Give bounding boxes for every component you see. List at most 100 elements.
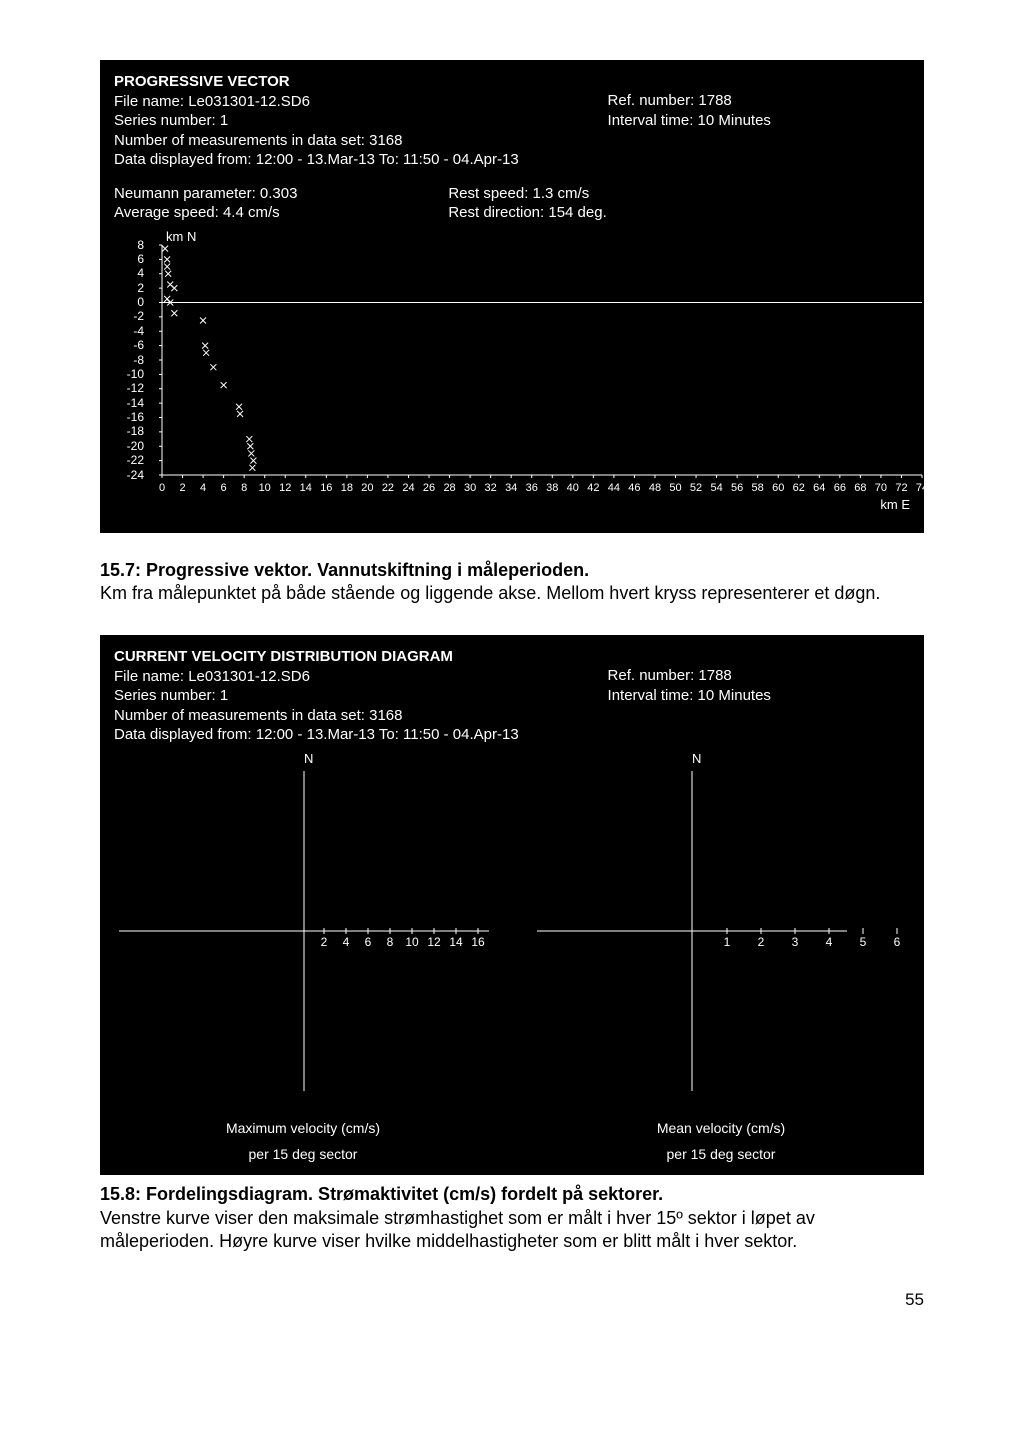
y-tick: -6 — [118, 338, 144, 354]
polar-tick: 10 — [405, 935, 418, 951]
y-tick: 4 — [118, 266, 144, 282]
x-tick: 50 — [669, 481, 681, 495]
vd-ref: Ref. number: 1788 — [608, 666, 910, 686]
vd-ref: Interval time: 10 Minutes — [608, 686, 910, 706]
polar-sub: per 15 deg sector — [114, 1145, 492, 1163]
x-tick: 38 — [546, 481, 558, 495]
polar-tick: 1 — [724, 935, 731, 951]
x-tick: 26 — [423, 481, 435, 495]
pv-param: Rest direction: 154 deg. — [448, 203, 910, 223]
x-tick: 6 — [221, 481, 227, 495]
y-tick: -2 — [118, 309, 144, 325]
x-tick: 16 — [320, 481, 332, 495]
pv-param: Rest speed: 1.3 cm/s — [448, 184, 910, 204]
n-label: N — [304, 751, 313, 768]
n-label: N — [692, 751, 701, 768]
x-tick: 68 — [854, 481, 866, 495]
x-tick: 44 — [608, 481, 620, 495]
x-tick: 4 — [200, 481, 206, 495]
vd-meta: Number of measurements in data set: 3168 — [114, 706, 608, 726]
x-tick: 22 — [382, 481, 394, 495]
polar-tick: 16 — [471, 935, 484, 951]
polar-tick: 3 — [792, 935, 799, 951]
y-tick: -22 — [118, 453, 144, 469]
x-tick: 18 — [341, 481, 353, 495]
x-tick: 58 — [752, 481, 764, 495]
y-tick: -24 — [118, 468, 144, 484]
polar-tick: 14 — [449, 935, 462, 951]
mean-velocity-polar: N 1 2 3 4 5 6 — [532, 751, 910, 1111]
polar-tick: 6 — [894, 935, 901, 951]
vd-title: CURRENT VELOCITY DISTRIBUTION DIAGRAM — [114, 647, 608, 667]
x-tick: 12 — [279, 481, 291, 495]
x-tick: 8 — [241, 481, 247, 495]
y-tick: -18 — [118, 424, 144, 440]
pv-ref: Ref. number: 1788 — [608, 91, 910, 111]
pv-meta: File name: Le031301-12.SD6 — [114, 92, 608, 112]
caption-15-7: 15.7: Progressive vektor. Vannutskiftnin… — [100, 559, 924, 606]
vd-meta: File name: Le031301-12.SD6 — [114, 667, 608, 687]
y-tick: 6 — [118, 252, 144, 268]
x-tick: 30 — [464, 481, 476, 495]
x-tick: 20 — [361, 481, 373, 495]
pv-chart: km N 86420-2-4-6-8-10-12-14-16-18-20-22-… — [114, 231, 910, 521]
pv-param: Average speed: 4.4 cm/s — [114, 203, 448, 223]
x-tick: 14 — [300, 481, 312, 495]
polar-sub: Mean velocity (cm/s) — [532, 1119, 910, 1137]
page-number: 55 — [100, 1289, 924, 1311]
x-tick: 48 — [649, 481, 661, 495]
polar-sub: Maximum velocity (cm/s) — [114, 1119, 492, 1137]
velocity-distribution-panel: CURRENT VELOCITY DISTRIBUTION DIAGRAM Fi… — [100, 635, 924, 1175]
x-tick: 0 — [159, 481, 165, 495]
y-tick: 0 — [118, 295, 144, 311]
y-tick: 2 — [118, 281, 144, 297]
polar-tick: 2 — [758, 935, 765, 951]
x-tick: 62 — [793, 481, 805, 495]
polar-tick: 8 — [387, 935, 394, 951]
progressive-vector-panel: PROGRESSIVE VECTOR File name: Le031301-1… — [100, 60, 924, 533]
x-tick: 52 — [690, 481, 702, 495]
x-unit: km E — [880, 497, 910, 514]
x-tick: 60 — [772, 481, 784, 495]
y-tick: -10 — [118, 367, 144, 383]
y-tick: -12 — [118, 381, 144, 397]
polar-sub: per 15 deg sector — [532, 1145, 910, 1163]
x-tick: 2 — [179, 481, 185, 495]
polar-tick: 4 — [826, 935, 833, 951]
pv-param: Neumann parameter: 0.303 — [114, 184, 448, 204]
x-tick: 10 — [259, 481, 271, 495]
max-velocity-polar: N 246810121416 — [114, 751, 492, 1111]
x-tick: 46 — [628, 481, 640, 495]
pv-meta: Data displayed from: 12:00 - 13.Mar-13 T… — [114, 150, 608, 170]
x-tick: 28 — [443, 481, 455, 495]
polar-tick: 5 — [860, 935, 867, 951]
x-tick: 66 — [834, 481, 846, 495]
x-tick: 74 — [916, 481, 928, 495]
vd-meta: Series number: 1 — [114, 686, 608, 706]
x-tick: 70 — [875, 481, 887, 495]
caption-15-8: 15.8: Fordelingsdiagram. Strømaktivitet … — [100, 1183, 924, 1253]
pv-meta: Series number: 1 — [114, 111, 608, 131]
x-tick: 42 — [587, 481, 599, 495]
vd-meta: Data displayed from: 12:00 - 13.Mar-13 T… — [114, 725, 608, 745]
pv-meta: Number of measurements in data set: 3168 — [114, 131, 608, 151]
x-tick: 54 — [710, 481, 722, 495]
x-tick: 32 — [485, 481, 497, 495]
y-tick: -14 — [118, 396, 144, 412]
pv-ref: Interval time: 10 Minutes — [608, 111, 910, 131]
polar-tick: 2 — [321, 935, 328, 951]
x-tick: 64 — [813, 481, 825, 495]
x-tick: 36 — [526, 481, 538, 495]
y-tick: -8 — [118, 353, 144, 369]
x-tick: 34 — [505, 481, 517, 495]
y-tick: 8 — [118, 238, 144, 254]
y-tick: -20 — [118, 439, 144, 455]
y-tick: -16 — [118, 410, 144, 426]
polar-tick: 6 — [365, 935, 372, 951]
x-tick: 24 — [402, 481, 414, 495]
pv-title: PROGRESSIVE VECTOR — [114, 72, 608, 92]
x-tick: 40 — [567, 481, 579, 495]
x-tick: 72 — [895, 481, 907, 495]
polar-tick: 4 — [343, 935, 350, 951]
y-tick: -4 — [118, 324, 144, 340]
